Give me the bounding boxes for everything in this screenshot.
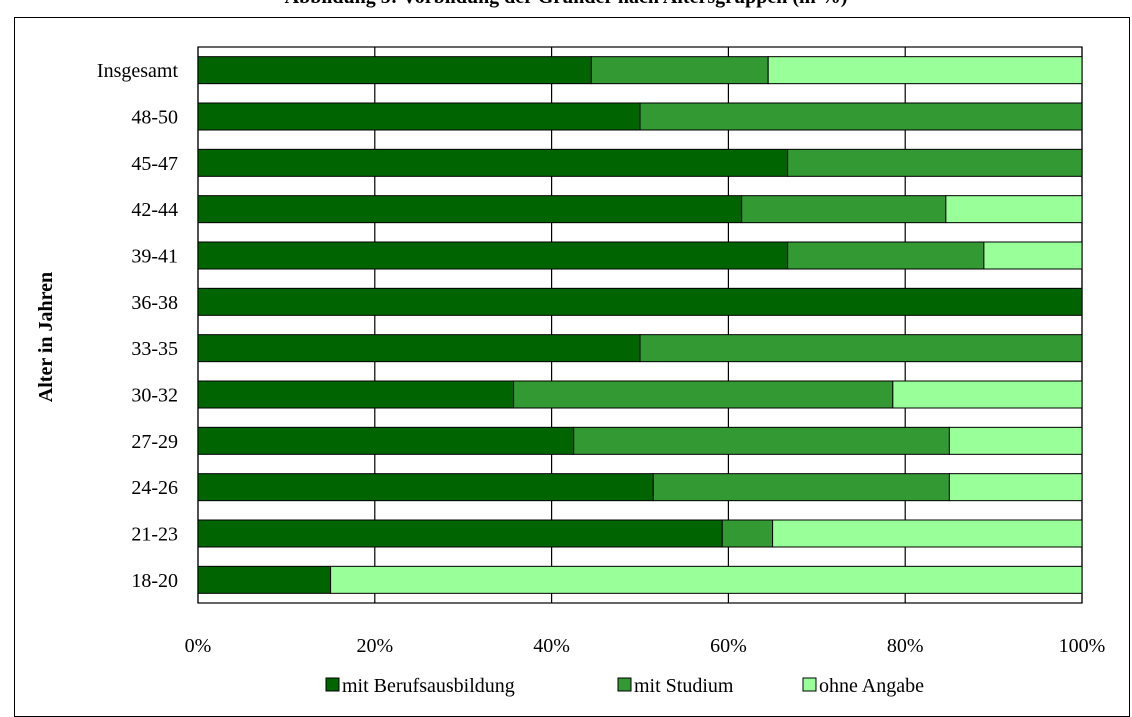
- bar-segment-3: [772, 519, 1083, 548]
- legend-label: mit Berufsausbildung: [342, 675, 515, 697]
- bar-segment-3: [945, 195, 1083, 224]
- bar-segment-3: [948, 426, 1083, 455]
- category-label: 18-20: [131, 570, 178, 592]
- bar-segment-2: [741, 195, 947, 224]
- bar-segment-1: [197, 241, 789, 270]
- bar-segment-3: [892, 380, 1083, 409]
- bar-segment-1: [197, 519, 723, 548]
- x-tick-label: 0%: [185, 635, 212, 657]
- x-tick-label: 20%: [356, 635, 393, 657]
- legend-label: ohne Angabe: [819, 675, 924, 697]
- tick-labels: 0% 20% 40% 60% 80% 100%: [185, 635, 1106, 657]
- bar-segment-2: [721, 519, 774, 548]
- legend-swatch: [802, 677, 817, 692]
- bar-segment-3: [983, 241, 1083, 270]
- bar-segment-3: [330, 565, 1083, 594]
- y-axis-title: Alter in Jahren: [35, 272, 57, 402]
- category-label: 39-41: [131, 246, 178, 268]
- figure-title: Abbildung 5: Vorbildung der Gründer nach…: [0, 0, 1132, 9]
- x-tick-label: 60%: [710, 635, 747, 657]
- category-label: Insgesamt: [97, 60, 179, 82]
- bar-segment-1: [197, 287, 1083, 316]
- category-label: 42-44: [131, 199, 178, 221]
- bar-segment-1: [197, 565, 332, 594]
- bar-segment-2: [787, 148, 1083, 177]
- category-label: 36-38: [131, 292, 178, 314]
- category-label: 27-29: [131, 431, 178, 453]
- x-tick-label: 80%: [887, 635, 924, 657]
- bar-segment-1: [197, 380, 515, 409]
- grid-lines: [197, 46, 1083, 604]
- bar-segment-1: [197, 473, 654, 502]
- bar-segment-1: [197, 102, 641, 131]
- legend-label: mit Studium: [634, 675, 734, 697]
- bars-layer: [197, 56, 1083, 594]
- category-label: 30-32: [131, 385, 178, 407]
- bar-segment-2: [639, 334, 1083, 363]
- legend-swatch: [617, 677, 632, 692]
- bar-segment-2: [639, 102, 1083, 131]
- bar-segment-2: [513, 380, 894, 409]
- category-label: 45-47: [131, 153, 178, 175]
- legend: mit Berufsausbildung mit Studium ohne Anga…: [325, 675, 924, 697]
- bar-segment-2: [787, 241, 985, 270]
- legend-swatch: [325, 677, 340, 692]
- category-label: 24-26: [131, 477, 178, 499]
- bar-segment-2: [652, 473, 950, 502]
- bar-segment-3: [948, 473, 1083, 502]
- bar-segment-2: [590, 56, 769, 85]
- category-labels: Insgesamt 48-50 45-47 42-44 39-41 36-38 33-35 3…: [97, 60, 179, 592]
- bar-segment-1: [197, 426, 575, 455]
- bar-segment-1: [197, 148, 789, 177]
- category-label: 21-23: [131, 524, 178, 546]
- bar-segment-1: [197, 334, 641, 363]
- bar-segment-1: [197, 195, 743, 224]
- plot-area: [197, 46, 1083, 604]
- bar-segment-2: [573, 426, 950, 455]
- bar-segment-1: [197, 56, 592, 85]
- bar-segment-3: [767, 56, 1083, 85]
- x-tick-label: 40%: [533, 635, 570, 657]
- x-tick-label: 100%: [1059, 635, 1106, 657]
- category-label: 33-35: [131, 338, 178, 360]
- category-label: 48-50: [131, 107, 178, 129]
